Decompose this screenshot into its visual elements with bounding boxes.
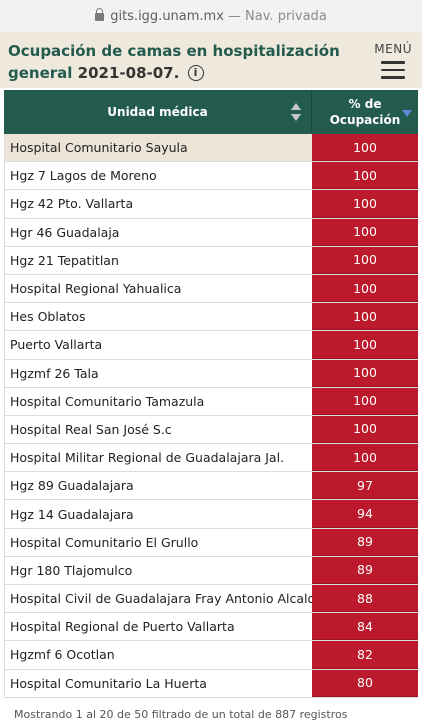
cell-unit: Hgzmf 6 Ocotlan	[4, 641, 312, 669]
table-row[interactable]: Hospital Regional de Puerto Vallarta 84	[4, 613, 418, 642]
table-row[interactable]: Hospital Civil de Guadalajara Fray Anton…	[4, 585, 418, 614]
page-title: Ocupación de camas en hospitalización ge…	[8, 40, 368, 84]
cell-occupancy: 100	[312, 415, 418, 444]
cell-unit: Hospital Comunitario Tamazula	[4, 387, 312, 415]
cell-unit: Hgzmf 26 Tala	[4, 359, 312, 387]
column-header-unit[interactable]: Unidad médica	[4, 90, 312, 134]
occupancy-table: Unidad médica % de Ocupación Hospital Co…	[4, 90, 418, 698]
column-header-occupancy[interactable]: % de Ocupación	[312, 90, 418, 134]
cell-occupancy: 100	[312, 134, 418, 162]
cell-occupancy: 89	[312, 556, 418, 584]
table-row[interactable]: Hgr 180 Tlajomulco 89	[4, 556, 418, 585]
cell-unit: Hospital Comunitario Sayula	[4, 134, 312, 162]
table-row[interactable]: Puerto Vallarta 100	[4, 331, 418, 360]
cell-occupancy: 82	[312, 641, 418, 669]
cell-unit: Hgz 14 Guadalajara	[4, 500, 312, 528]
table-row[interactable]: Hgz 7 Lagos de Moreno 100	[4, 162, 418, 191]
cell-unit: Hes Oblatos	[4, 303, 312, 331]
cell-occupancy: 100	[312, 331, 418, 359]
cell-unit: Hgz 42 Pto. Vallarta	[4, 190, 312, 218]
menu-button[interactable]: MENÚ	[374, 42, 412, 84]
table-row[interactable]: Hgzmf 6 Ocotlan 82	[4, 641, 418, 670]
cell-occupancy: 100	[312, 387, 418, 415]
table-row[interactable]: Hgz 21 Tepatitlan 100	[4, 246, 418, 275]
cell-occupancy: 84	[312, 613, 418, 641]
table-row[interactable]: Hospital Comunitario Sayula 100	[4, 134, 418, 163]
table-row[interactable]: Hes Oblatos 100	[4, 303, 418, 332]
cell-occupancy: 89	[312, 528, 418, 556]
table-row[interactable]: Hospital Militar Regional de Guadalajara…	[4, 444, 418, 473]
cell-unit: Hgz 89 Guadalajara	[4, 472, 312, 500]
cell-unit: Hospital Civil de Guadalajara Fray Anton…	[4, 585, 312, 613]
sort-desc-icon	[402, 110, 412, 117]
menu-label: MENÚ	[374, 42, 412, 56]
private-mode-label: — Nav. privada	[227, 8, 327, 24]
table-row[interactable]: Hgz 89 Guadalajara 97	[4, 472, 418, 501]
cell-unit: Hospital Regional Yahualica	[4, 274, 312, 303]
cell-occupancy: 88	[312, 585, 418, 613]
cell-unit: Hospital Regional de Puerto Vallarta	[4, 613, 312, 641]
cell-occupancy: 80	[312, 669, 418, 697]
url-text: gits.igg.unam.mx	[110, 8, 224, 24]
cell-unit: Hospital Militar Regional de Guadalajara…	[4, 444, 312, 472]
page-header: Ocupación de camas en hospitalización ge…	[0, 32, 422, 88]
cell-unit: Hospital Real San José S.c	[4, 415, 312, 444]
cell-occupancy: 97	[312, 472, 418, 500]
sort-icon	[291, 103, 301, 121]
cell-occupancy: 100	[312, 246, 418, 274]
info-icon[interactable]: i	[187, 65, 204, 81]
cell-unit: Hgr 46 Guadalaja	[4, 218, 312, 246]
cell-unit: Hgr 180 Tlajomulco	[4, 556, 312, 584]
table-header: Unidad médica % de Ocupación	[4, 90, 418, 134]
column-header-occupancy-label: % de Ocupación	[329, 97, 401, 127]
table-row[interactable]: Hgz 14 Guadalajara 94	[4, 500, 418, 529]
table-info: Mostrando 1 al 20 de 50 filtrado de un t…	[14, 708, 348, 721]
cell-unit: Hgz 7 Lagos de Moreno	[4, 162, 312, 190]
title-text: Ocupación de camas en hospitalización ge…	[8, 42, 340, 82]
hamburger-icon	[381, 61, 406, 79]
lock-icon	[95, 8, 105, 21]
cell-unit: Hgz 21 Tepatitlan	[4, 246, 312, 274]
cell-unit: Puerto Vallarta	[4, 331, 312, 359]
cell-unit: Hospital Comunitario El Grullo	[4, 528, 312, 556]
cell-occupancy: 100	[312, 190, 418, 218]
table-row[interactable]: Hospital Comunitario La Huerta 80	[4, 669, 418, 698]
table-row[interactable]: Hgr 46 Guadalaja 100	[4, 218, 418, 247]
table-row[interactable]: Hospital Regional Yahualica 100	[4, 274, 418, 304]
cell-occupancy: 94	[312, 500, 418, 528]
cell-occupancy: 100	[312, 444, 418, 472]
browser-address-bar[interactable]: gits.igg.unam.mx — Nav. privada	[0, 0, 422, 32]
cell-occupancy: 100	[312, 218, 418, 246]
table-row[interactable]: Hospital Real San José S.c 100	[4, 415, 418, 445]
cell-occupancy: 100	[312, 359, 418, 387]
title-date: 2021-08-07.	[77, 64, 180, 82]
cell-occupancy: 100	[312, 162, 418, 190]
cell-unit: Hospital Comunitario La Huerta	[4, 669, 312, 697]
table-body: Hospital Comunitario Sayula 100 Hgz 7 Lago…	[4, 134, 418, 698]
table-row[interactable]: Hgz 42 Pto. Vallarta 100	[4, 190, 418, 219]
cell-occupancy: 100	[312, 274, 418, 303]
cell-occupancy: 100	[312, 303, 418, 331]
column-header-unit-label: Unidad médica	[107, 105, 208, 119]
table-row[interactable]: Hospital Comunitario El Grullo 89	[4, 528, 418, 557]
table-row[interactable]: Hospital Comunitario Tamazula 100	[4, 387, 418, 416]
table-row[interactable]: Hgzmf 26 Tala 100	[4, 359, 418, 388]
